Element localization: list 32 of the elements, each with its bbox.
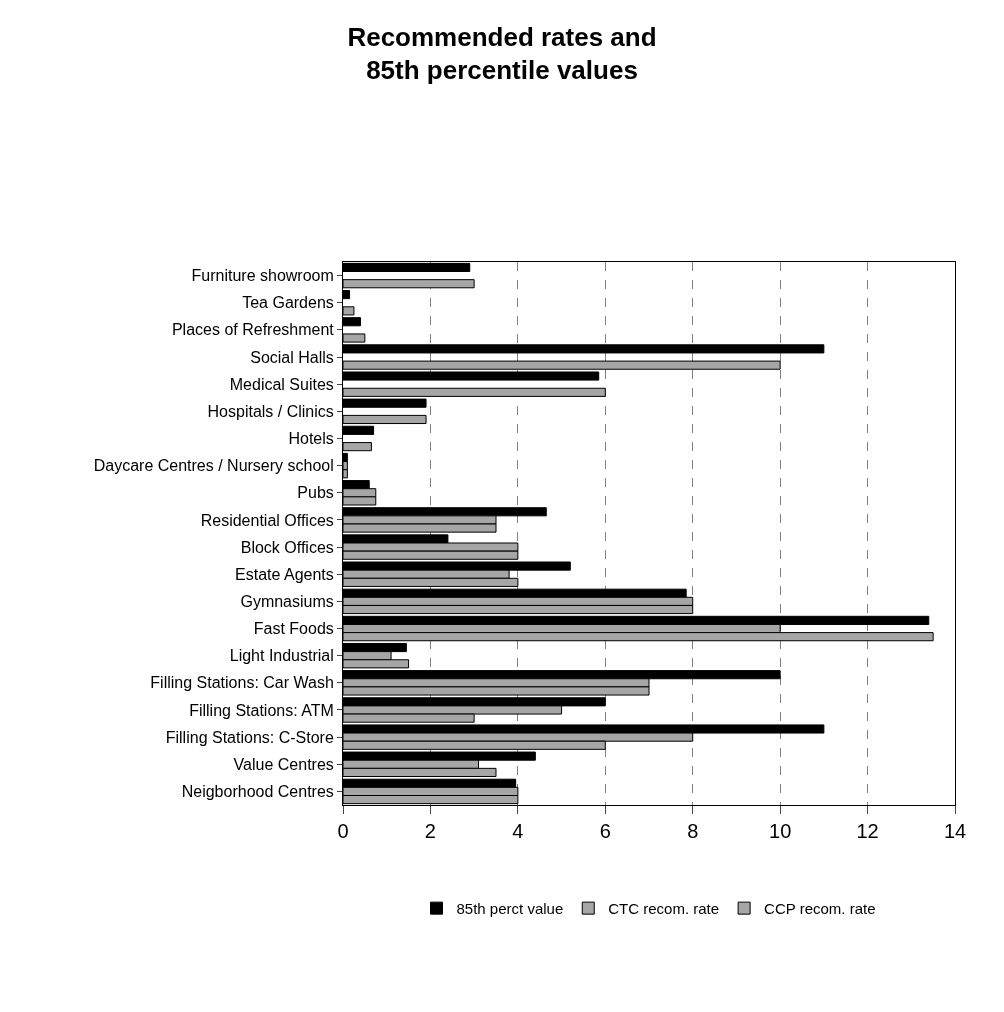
legend-label: CTC recom. rate: [608, 899, 720, 917]
y-tick-label: Gymnasiums: [240, 592, 334, 610]
y-tick-label: Residential Offices: [200, 511, 334, 529]
legend-label: CCP recom. rate: [764, 899, 876, 917]
x-tick-label: 0: [337, 820, 349, 842]
y-tick-label: Neigborhood Centres: [181, 783, 334, 801]
legend-label: 85th perct value: [456, 899, 564, 917]
y-tick-label: Block Offices: [240, 538, 334, 556]
x-tick-label: 2: [424, 820, 436, 842]
chart-title: Recommended rates and 85th percentile values: [347, 21, 657, 86]
y-tick-label: Pubs: [297, 484, 334, 502]
x-tick-label: 4: [512, 820, 524, 842]
x-tick-label: 10: [769, 820, 792, 842]
x-tick-label: 6: [599, 820, 611, 842]
y-tick-label: Fast Foods: [253, 620, 334, 638]
y-tick-label: Places of Refreshment: [171, 321, 335, 339]
y-tick-label: Hotels: [288, 430, 334, 448]
y-tick-label: Tea Gardens: [242, 294, 334, 312]
y-tick-label: Social Halls: [250, 348, 334, 366]
x-tick-label: 14: [943, 820, 967, 842]
y-tick-label: Filling Stations: Car Wash: [150, 674, 334, 692]
y-tick-label: Filling Stations: C-Store: [165, 728, 334, 746]
y-tick-label: Value Centres: [233, 755, 334, 773]
y-tick-label: Light Industrial: [229, 647, 334, 665]
y-tick-label: Hospitals / Clinics: [207, 402, 334, 420]
y-tick-label: Estate Agents: [235, 565, 334, 583]
x-tick-label: 12: [856, 820, 879, 842]
y-tick-label: Daycare Centres / Nursery school: [93, 457, 334, 475]
x-tick-label: 8: [687, 820, 699, 842]
y-tick-label: Furniture showroom: [191, 267, 334, 285]
y-tick-label: Medical Suites: [229, 375, 334, 393]
y-tick-label: Filling Stations: ATM: [189, 701, 334, 719]
